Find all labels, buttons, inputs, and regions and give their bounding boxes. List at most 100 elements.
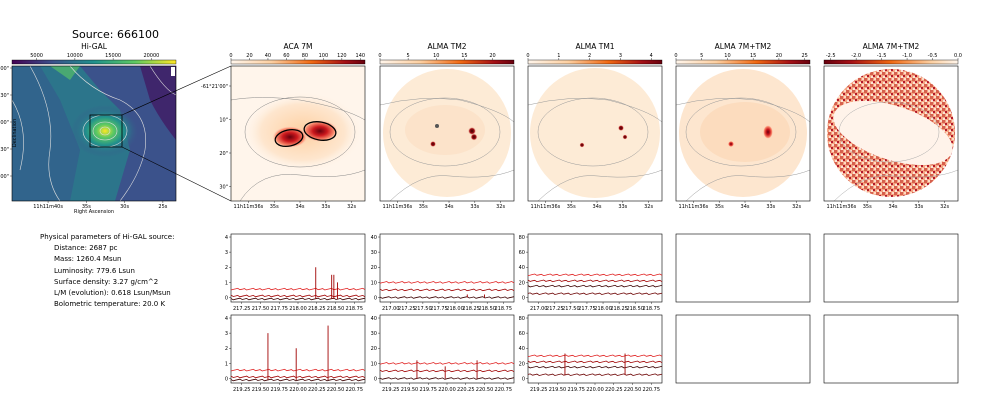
- higal-colorbar-ticks: 5000 10000 15000 20000: [30, 53, 159, 60]
- spectrum-x-tick-label: 220.00: [586, 387, 604, 393]
- spectrum-panels: 217.25 217.50 217.75 218.00 218.25 218.50 218.…: [225, 233, 663, 393]
- spectrum-baseline: [230, 294, 366, 298]
- spectrum-x-tick-label: 218.25: [308, 306, 326, 312]
- x-tick-label: 11h11m36s: [827, 204, 857, 210]
- colorbar-tick-label: 5: [700, 53, 703, 59]
- spectrum-y-tick-label: 20: [371, 346, 377, 352]
- 7mtm2-x-ticks: 11h11m36s 35s 34s 33s 32s: [679, 201, 801, 210]
- higal-frame: [11, 65, 177, 202]
- 7mtm2-colorbar: [675, 59, 811, 65]
- spectrum-baseline: [379, 369, 515, 373]
- x-tick-label: 11h11m40s: [33, 204, 63, 210]
- colorbar-tick-label: 3: [619, 53, 622, 59]
- panel-higal: Hi-GAL 5000 10000 15000 20000 11: [0, 42, 232, 215]
- spectrum-y-tick-label: 2: [225, 346, 228, 352]
- x-tick-label: 34s: [889, 204, 898, 210]
- 7mtm2-colorbar-ticks: 0 5 10 15 20 25: [674, 53, 808, 60]
- panel-alma-7m-tm2: ALMA 7M+TM2 0 5 10 15 20 25 11h11m36s 35s 34s 33…: [674, 42, 811, 210]
- spectrum-baseline: [527, 273, 663, 277]
- spectrum-y-tick-label: 0: [374, 295, 377, 301]
- tm2-title: ALMA TM2: [427, 42, 466, 51]
- x-tick-label: 35s: [715, 204, 724, 210]
- colorbar-tick-label: 80: [302, 53, 308, 59]
- info-heading: Physical parameters of Hi-GAL source:: [40, 233, 175, 241]
- spectrum-y-tick-label: 4: [225, 235, 228, 241]
- colorbar-tick-label: -2.0: [851, 53, 861, 59]
- spectrum-row1-col5-empty: [823, 233, 959, 303]
- panel-alma-tm1: ALMA TM1 0 1 2 3 4 11h11m36s 35s 34s 33s 32s: [526, 42, 663, 210]
- spectrum-x-tick-label: 220.00: [289, 387, 307, 393]
- x-tick-label: 33s: [914, 204, 923, 210]
- spectrum-x-tick-label: 220.75: [495, 387, 513, 393]
- spectrum-x-tick-label: 218.00: [594, 306, 612, 312]
- panel-alma-tm2: ALMA TM2 0 5 10 15 20 11h11m36s 35s 34s 33s 32s: [378, 42, 515, 210]
- spectrum-y-tick-label: 40: [519, 265, 525, 271]
- spectrum-baseline: [230, 297, 366, 301]
- spectrum-x-tick-label: 220.50: [476, 387, 494, 393]
- spectrum-baseline: [379, 281, 515, 284]
- spectrum-x-tick-label: 220.25: [308, 387, 326, 393]
- zoom-line-top: [121, 65, 232, 116]
- spectrum-baseline: [230, 368, 366, 372]
- spectrum-x-tick-label: 217.25: [398, 306, 416, 312]
- info-luminosity: Luminosity: 779.6 Lsun: [54, 266, 135, 275]
- spectrum-y-tick-label: 40: [519, 346, 525, 352]
- panel-alma-7m-tm2-b: ALMA 7M+TM2 -2.5 -2.0 -1.5 -1.0 -0.5 0.0 11h1…: [823, 42, 962, 210]
- spectrum-x-tick-label: 219.75: [567, 387, 585, 393]
- spectrum-x-tick-label: 218.50: [327, 306, 345, 312]
- spectrum-baseline: [230, 375, 366, 379]
- spectrum-baseline: [527, 292, 663, 295]
- spectrum-x-tick-label: 219.25: [233, 387, 251, 393]
- 7mtm2-title: ALMA 7M+TM2: [715, 42, 772, 51]
- aca7m-colorbar: [230, 59, 366, 65]
- colorbar-tick-label: -1.5: [877, 53, 887, 59]
- tm2-x-ticks: 11h11m36s 35s 34s 33s 32s: [383, 201, 505, 210]
- spectrum-x-tick-label: 218.50: [626, 306, 644, 312]
- higal-xlabel: Right Ascension: [74, 209, 114, 215]
- colorbar-tick-label: 0.0: [954, 53, 962, 59]
- spectrum-x-tick-label: 220.50: [624, 387, 642, 393]
- colorbar-tick-label: 0: [229, 53, 232, 59]
- spectrum-x-tick-label: 218.75: [495, 306, 513, 312]
- colorbar-tick-label: 10: [724, 53, 730, 59]
- spectrum-y-tick-label: 0: [522, 376, 525, 382]
- spectrum-row1-col3: 217.00217.25217.50217.75218.00218.25218.…: [519, 233, 663, 312]
- spectrum-frame: [527, 233, 663, 303]
- spectrum-y-tick-label: 2: [225, 265, 228, 271]
- spectrum-x-tick-label: 217.00: [382, 306, 400, 312]
- spectrum-y-tick-label: 40: [371, 235, 377, 241]
- colorbar-tick-label: 25: [801, 53, 807, 59]
- 7mtm2b-colorbar-ticks: -2.5 -2.0 -1.5 -1.0 -0.5 0.0: [826, 53, 962, 60]
- x-tick-label: 33s: [618, 204, 627, 210]
- aca7m-ellipse-right: [303, 121, 337, 141]
- colorbar-tick-label: 20: [246, 53, 252, 59]
- spectrum-row1-col2: 217.00217.25217.50217.75218.00218.25218.…: [371, 233, 515, 312]
- spectrum-y-tick-label: 80: [519, 235, 525, 241]
- y-tick-label: 30": [0, 147, 9, 153]
- spectrum-frame: [379, 314, 515, 384]
- spectrum-y-tick-label: 60: [519, 250, 525, 256]
- tm1-title: ALMA TM1: [575, 42, 614, 51]
- spectrum-baseline: [527, 354, 663, 358]
- x-tick-label: 11h11m36s: [383, 204, 413, 210]
- colorbar-tick-label: 15: [750, 53, 756, 59]
- colorbar-tick-label: 15: [461, 53, 467, 59]
- colorbar-tick-label: 1: [557, 53, 560, 59]
- tm2-colorbar: [379, 59, 515, 65]
- spectrum-y-tick-label: 40: [371, 316, 377, 322]
- spectrum-x-tick-label: 220.00: [438, 387, 456, 393]
- spectrum-y-tick-label: 0: [522, 295, 525, 301]
- 7mtm2b-x-ticks: 11h11m36s 35s 34s 33s 32s: [827, 201, 949, 210]
- spectrum-x-tick-label: 219.50: [252, 387, 270, 393]
- spectrum-x-tick-label: 218.00: [289, 306, 307, 312]
- x-tick-label: 32s: [792, 204, 801, 210]
- x-tick-label: 11h11m36s: [679, 204, 709, 210]
- tm1-colorbar: [527, 59, 663, 65]
- spectrum-y-tick-label: 1: [225, 361, 228, 367]
- spectrum-y-tick-label: 3: [225, 331, 228, 337]
- spectrum-baseline: [527, 365, 663, 369]
- spectrum-x-tick-label: 217.25: [233, 306, 251, 312]
- y-tick-label: 22'00": [0, 174, 9, 180]
- x-tick-label: 11h11m36s: [531, 204, 561, 210]
